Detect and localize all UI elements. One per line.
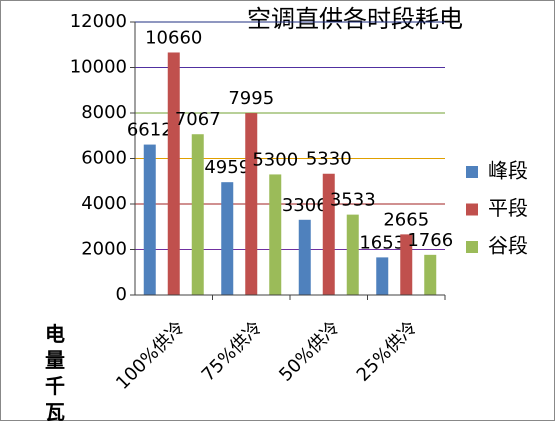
y-axis-label: 电量千瓦	[45, 322, 65, 421]
bar	[167, 52, 180, 295]
bar	[346, 214, 359, 295]
legend-label: 平段	[488, 196, 528, 220]
data-label: 5330	[306, 149, 352, 170]
data-label: 5300	[252, 149, 298, 170]
bar	[376, 257, 389, 295]
data-label: 10660	[145, 27, 202, 48]
bar	[400, 234, 413, 295]
y-tick-label: 6000	[81, 148, 127, 169]
chart-title: 空调直供各时段耗电	[247, 5, 463, 33]
legend-label: 谷段	[488, 234, 528, 258]
legend-swatch	[466, 166, 478, 178]
legend-swatch	[466, 241, 478, 253]
data-label: 4959	[204, 157, 250, 178]
y-tick-label: 8000	[81, 102, 127, 123]
bar	[245, 113, 258, 296]
data-label: 1653	[359, 232, 405, 253]
y-tick-label: 4000	[81, 193, 127, 214]
data-label: 7995	[228, 88, 274, 109]
data-label: 3306	[282, 195, 328, 216]
y-tick-label: 10000	[70, 57, 127, 78]
data-label: 1766	[407, 230, 453, 251]
data-label: 3533	[330, 190, 376, 211]
y-tick-label: 2000	[81, 239, 127, 260]
legend-swatch	[466, 203, 478, 216]
bar	[221, 182, 234, 295]
data-label: 6612	[127, 120, 173, 141]
y-tick-label: 0	[116, 284, 127, 305]
y-tick-label: 12000	[70, 11, 127, 32]
bar	[143, 144, 156, 295]
data-label: 2665	[383, 209, 429, 230]
bar	[298, 219, 311, 295]
bar	[424, 254, 437, 295]
bar	[191, 134, 204, 295]
data-label: 7067	[175, 109, 221, 130]
legend-label: 峰段	[488, 159, 528, 183]
bar	[269, 174, 282, 295]
bar	[322, 173, 335, 295]
